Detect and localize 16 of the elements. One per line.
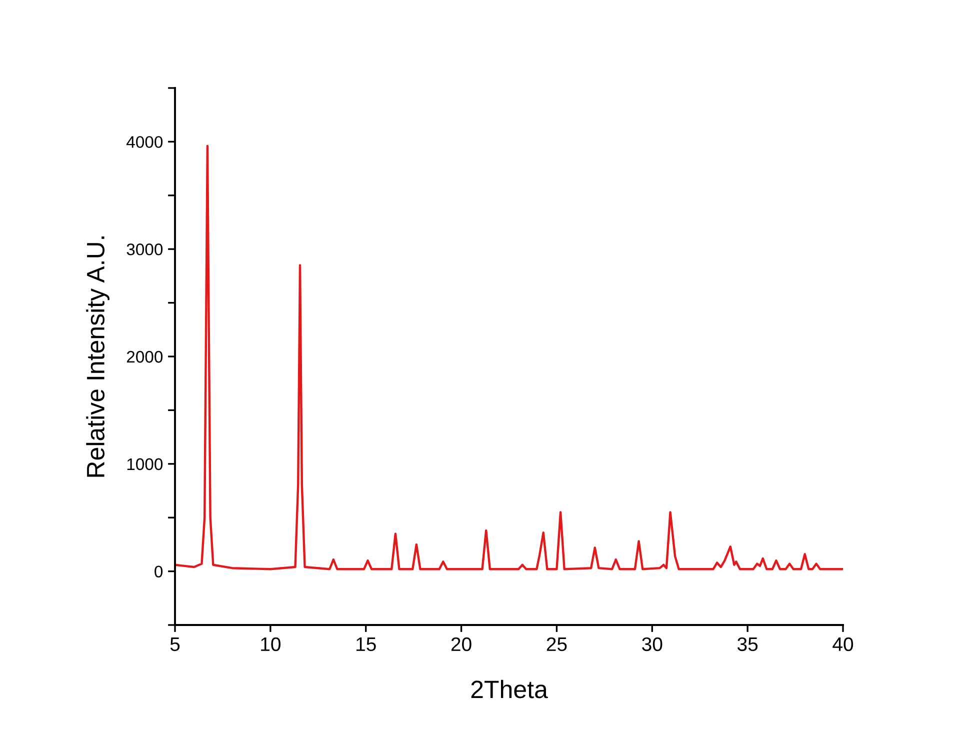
y-tick-label: 0	[154, 566, 163, 578]
x-tick-label: 20	[451, 637, 472, 652]
y-tick-label: 2000	[126, 350, 163, 363]
line-series	[175, 144, 843, 570]
x-tick-label: 5	[170, 638, 180, 652]
y-tick-label: 4000	[126, 136, 163, 148]
x-tick-label: 15	[356, 638, 376, 652]
x-axis-title: 2Theta	[471, 680, 548, 698]
x-tick-label: 25	[546, 637, 567, 652]
y-tick-label: 1000	[127, 458, 163, 470]
x-tick-label: 35	[738, 637, 758, 652]
y-tick-label: 3000	[126, 244, 163, 256]
x-tick-label: 10	[261, 637, 280, 652]
x-tick-label: 30	[642, 637, 662, 652]
x-tick-label: 40	[832, 637, 854, 652]
y-axis-title: Relative Intensity A.U.	[86, 236, 110, 477]
